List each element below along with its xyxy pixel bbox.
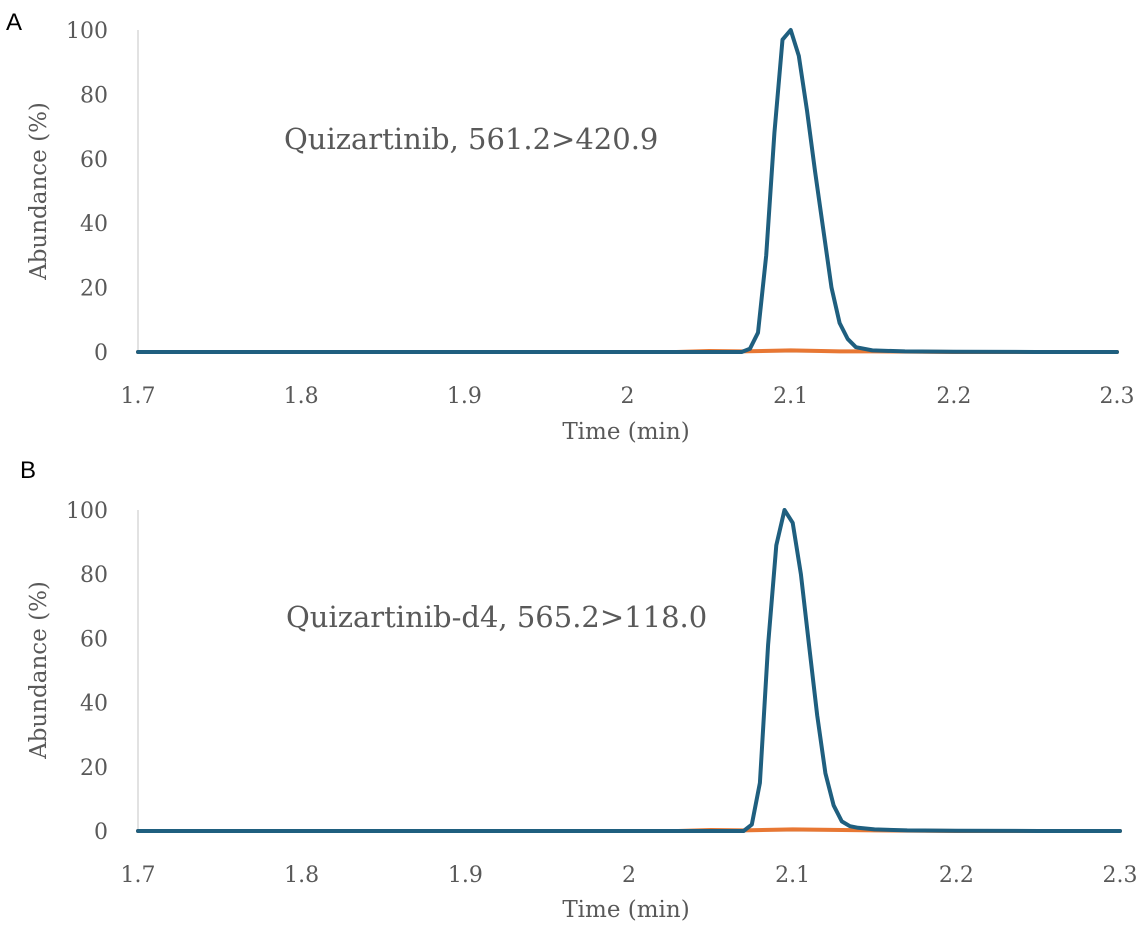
y-tick-label: 80 <box>80 563 108 588</box>
x-tick-label: 2.2 <box>939 863 974 888</box>
x-tick-label: 1.7 <box>121 384 156 409</box>
x-tick-label: 2.3 <box>1100 384 1135 409</box>
x-tick-label: 1.7 <box>121 863 156 888</box>
axes <box>137 30 1117 353</box>
chart-annotation: Quizartinib-d4, 565.2>118.0 <box>286 600 707 634</box>
y-tick-label: 0 <box>94 820 108 845</box>
x-axis-title: Time (min) <box>562 897 689 923</box>
x-tick-label: 2.3 <box>1103 863 1138 888</box>
y-tick-label: 100 <box>66 19 108 44</box>
series-line-1 <box>136 508 1122 833</box>
y-tick-label: 60 <box>80 627 108 652</box>
x-tick-label: 2 <box>622 863 636 888</box>
series-group <box>136 28 1119 354</box>
panel-label: A <box>6 9 22 36</box>
series-group <box>136 508 1122 833</box>
x-tick-label: 2 <box>621 384 635 409</box>
x-tick-label: 2.2 <box>936 384 971 409</box>
y-tick-label: 60 <box>80 148 108 173</box>
x-axis-title: Time (min) <box>562 419 689 445</box>
y-tick-label: 40 <box>80 212 108 237</box>
x-tick-label: 1.9 <box>448 863 483 888</box>
axes <box>137 510 1120 832</box>
chart-panel-a: A Quizartinib, 561.2>420.9 Time (min) Ab… <box>6 9 1135 445</box>
y-axis-title: Abundance (%) <box>26 102 52 281</box>
y-tick-label: 100 <box>66 499 108 524</box>
chart-annotation: Quizartinib, 561.2>420.9 <box>284 122 658 156</box>
x-tick-label: 1.8 <box>284 863 319 888</box>
y-tick-label: 0 <box>94 341 108 366</box>
y-tick-label: 20 <box>80 756 108 781</box>
series-line-1 <box>136 28 1119 354</box>
x-tick-label: 1.8 <box>284 384 319 409</box>
chart-panel-b: B Quizartinib-d4, 565.2>118.0 Time (min)… <box>20 457 1138 923</box>
y-tick-label: 80 <box>80 83 108 108</box>
tick-labels: 0 20 40 60 80 100 1.7 1.8 1.9 2 2.1 2.2 2.3 <box>66 499 1138 888</box>
x-tick-label: 1.9 <box>447 384 482 409</box>
y-tick-label: 20 <box>80 277 108 302</box>
tick-labels: 0 20 40 60 80 100 1.7 1.8 1.9 2 2.1 2.2 2.3 <box>66 19 1135 409</box>
x-tick-label: 2.1 <box>775 863 810 888</box>
panel-label: B <box>20 457 36 484</box>
x-tick-label: 2.1 <box>773 384 808 409</box>
y-axis-title: Abundance (%) <box>26 581 52 760</box>
y-tick-label: 40 <box>80 692 108 717</box>
